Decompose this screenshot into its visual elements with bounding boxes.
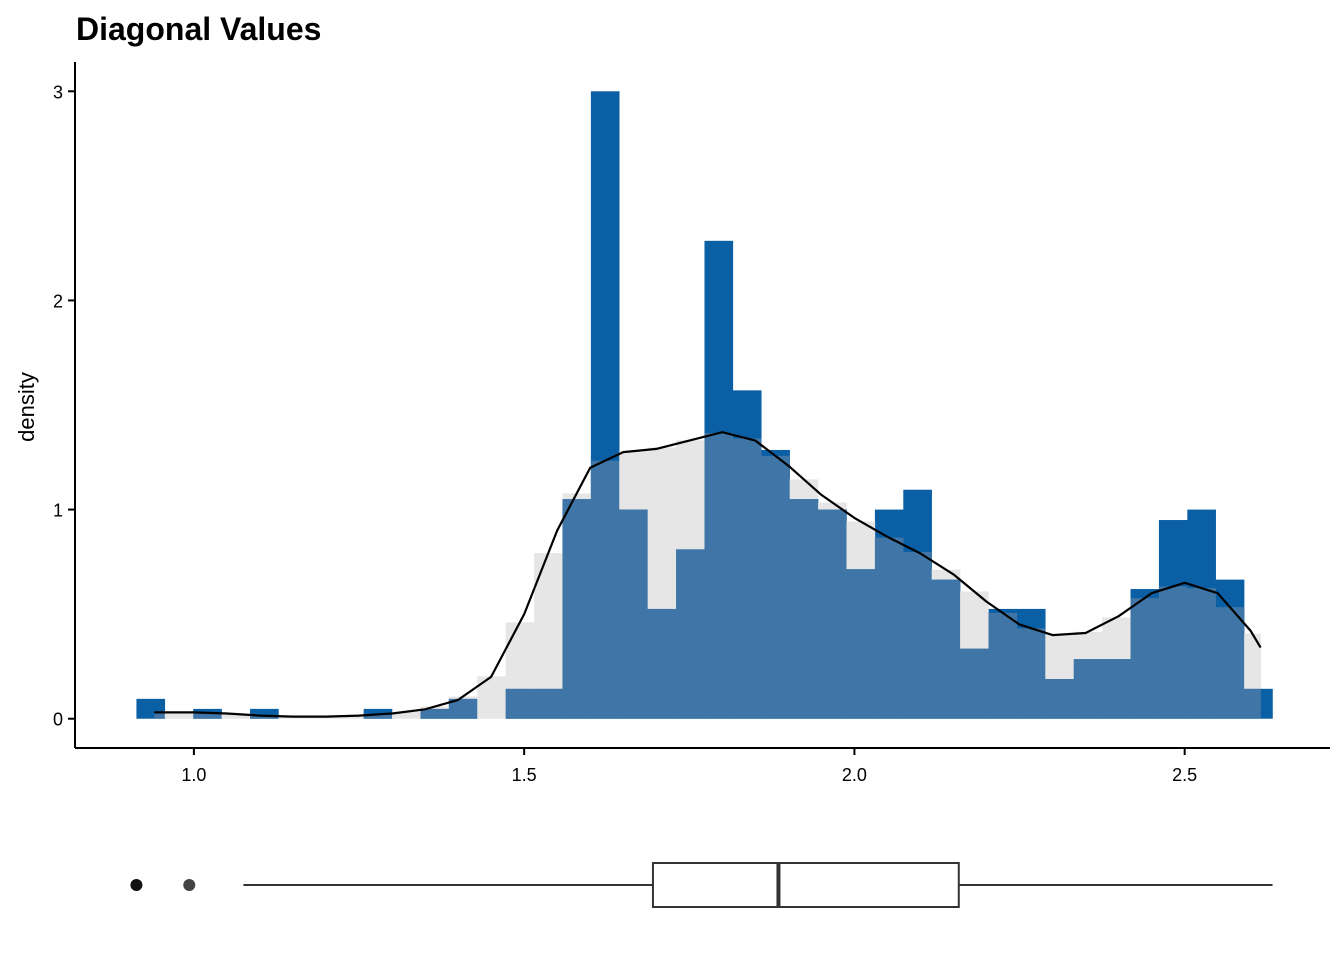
density-overlap-segment — [505, 688, 535, 719]
density-fill-segment — [789, 479, 819, 500]
x-tick-label: 1.0 — [181, 765, 206, 785]
density-overlap-segment — [154, 712, 166, 719]
density-overlap-segment — [534, 688, 563, 719]
y-tick-label: 1 — [53, 501, 63, 521]
density-overlap-segment — [1073, 659, 1103, 719]
histogram-bar — [250, 708, 279, 719]
density-overlap-segment — [250, 715, 279, 719]
x-tick-label: 1.5 — [512, 765, 537, 785]
density-fill-segment — [221, 714, 251, 719]
density-fill-segment — [1073, 631, 1103, 660]
density-overlap-segment — [704, 433, 734, 719]
density-overlap-segment — [846, 569, 876, 719]
density-fill-segment — [420, 706, 450, 709]
y-axis-title: density — [14, 372, 39, 442]
density-overlap-segment — [988, 612, 1018, 719]
density-overlap-segment — [1244, 688, 1261, 719]
density-overlap-segment — [732, 438, 762, 719]
density-fill-segment — [647, 447, 677, 609]
density-overlap-segment — [903, 551, 932, 719]
density-overlap-segment — [761, 455, 790, 719]
density-fill-segment — [392, 711, 421, 719]
density-overlap-segment — [1187, 588, 1216, 719]
y-tick-label: 3 — [53, 82, 63, 102]
density-overlap-segment — [960, 648, 989, 719]
density-fill-segment — [1244, 633, 1261, 689]
density-overlap-segment — [1158, 586, 1188, 719]
density-fill-segment — [335, 715, 364, 719]
density-overlap-segment — [590, 460, 620, 719]
density-fill-segment — [818, 502, 847, 510]
boxplot-layer — [130, 862, 1273, 908]
y-tick-label: 2 — [53, 291, 63, 311]
density-overlap-segment — [448, 698, 478, 719]
density-fill-segment — [931, 569, 961, 580]
axes-layer: 0 1 2 3 1.0 1.5 2.0 2.5 — [53, 62, 1330, 785]
density-fill-segment — [534, 553, 563, 689]
density-fill-segment — [562, 493, 592, 500]
density-overlap-segment — [931, 579, 961, 719]
density-fill-segment — [846, 521, 876, 570]
boxplot-outlier — [130, 879, 143, 891]
boxplot-outlier — [183, 879, 196, 891]
density-overlap-segment — [818, 509, 847, 719]
density-overlap-segment — [874, 537, 904, 719]
density-overlap-segment — [193, 712, 222, 719]
density-overlap-segment — [1215, 607, 1245, 719]
density-overlap-segment — [1045, 678, 1074, 719]
density-overlap-segment — [647, 608, 677, 719]
density-fill-segment — [505, 622, 535, 689]
y-tick-label: 0 — [53, 710, 63, 730]
x-tick-label: 2.0 — [842, 765, 867, 785]
density-overlap-segment — [619, 509, 648, 719]
density-overlap-segment — [363, 714, 393, 719]
density-layer — [154, 431, 1262, 719]
density-fill-segment — [1045, 634, 1074, 679]
density-fill-segment — [676, 440, 705, 550]
density-overlap-segment — [1130, 598, 1160, 719]
density-fill-segment — [1102, 617, 1131, 660]
density-overlap-segment — [789, 499, 819, 719]
boxplot-box — [651, 862, 960, 908]
density-overlap-segment — [1102, 659, 1131, 719]
density-overlap-segment — [562, 499, 592, 719]
density-fill-segment — [619, 451, 648, 510]
density-overlap-segment — [420, 708, 450, 719]
density-overlap-segment — [1016, 628, 1046, 719]
x-tick-label: 2.5 — [1172, 765, 1197, 785]
chart-title: Diagonal Values — [76, 11, 321, 47]
density-fill-segment — [960, 591, 989, 649]
density-line — [154, 431, 1262, 718]
density-overlap-segment — [676, 549, 705, 719]
density-fill-segment — [164, 712, 194, 719]
